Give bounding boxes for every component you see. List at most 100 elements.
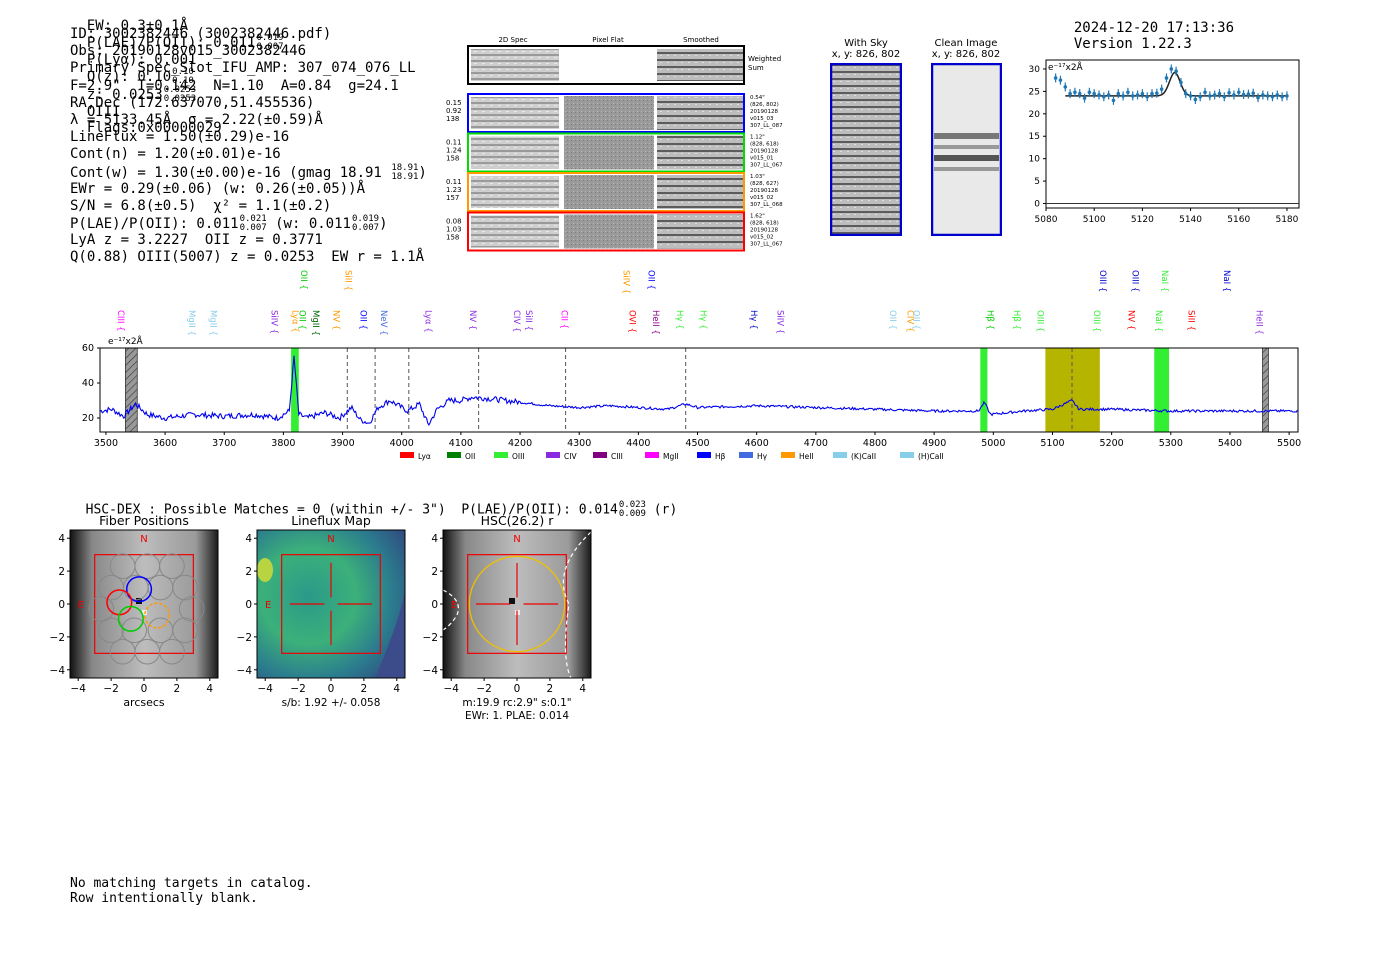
spec-xtick-label: 4900 bbox=[922, 438, 946, 449]
cutout-row-date: 20190128 bbox=[750, 188, 778, 194]
fit-data-point bbox=[1203, 90, 1207, 95]
panel-ytick-label: 2 bbox=[58, 566, 65, 578]
fit-data-point bbox=[1135, 93, 1140, 97]
hsc-text: HSC-DEX : Possible Matches = 0 (within +… bbox=[85, 502, 618, 518]
fit-data-point bbox=[1174, 69, 1178, 74]
header-version: Version 1.22.3 bbox=[1073, 36, 1192, 52]
spec-unit-label: e⁻¹⁷x2Å bbox=[108, 335, 144, 347]
spec-line-id-label: OII { bbox=[298, 270, 308, 290]
fit-data-point bbox=[1073, 90, 1077, 95]
fit-data-point bbox=[1280, 94, 1284, 99]
line-fit-chart: 5080 5100 5120 5140 5160 5180 0 5 10 15 20 25 30 e⁻¹⁷… bbox=[1029, 59, 1300, 225]
fit-data-point bbox=[1193, 97, 1198, 102]
cutout-row-xy: (828, 618) bbox=[750, 142, 779, 148]
hsc-hi: 0.023 bbox=[618, 500, 646, 510]
fit-data-point bbox=[1150, 91, 1154, 96]
spec-line-id-label: OII { bbox=[887, 310, 897, 330]
panel-ytick-label: −4 bbox=[50, 665, 66, 677]
info-contw: Cont(w) = 1.30(±0.00)e-16 (gmag 18.91 bbox=[70, 164, 382, 181]
cutout-row-distance: 1.12" bbox=[750, 135, 765, 141]
cutout-row-xy: (828, 627) bbox=[750, 181, 779, 187]
panel-xtick-label: −2 bbox=[103, 683, 118, 695]
fit-ytick-label: 10 bbox=[1029, 155, 1041, 165]
north-label: N bbox=[327, 534, 334, 545]
info-plae: P(LAE)/P(OII): 0.011 bbox=[70, 216, 239, 233]
info-contw-row: Cont(w) = 1.30(±0.00)e-16 (gmag 18.91 18… bbox=[70, 163, 427, 181]
weighted-sum-label: Weighted Sum bbox=[748, 55, 781, 72]
cutout-row-weight: 0.15 bbox=[446, 99, 462, 107]
footer-line1: No matching targets in catalog. bbox=[70, 876, 313, 891]
fit-data-point bbox=[1285, 94, 1289, 98]
fit-data-point bbox=[1198, 94, 1203, 99]
east-label: E bbox=[265, 600, 271, 611]
spec-xtick-label: 4700 bbox=[804, 438, 828, 449]
spec-line-id-label: OVI { bbox=[627, 310, 637, 333]
fit-data-point bbox=[1256, 95, 1260, 100]
spec-highlight-band bbox=[1154, 348, 1170, 432]
header-plya: P(Lyα): 0.001 bbox=[86, 52, 197, 68]
spec-line-id-label: Hγ { bbox=[698, 310, 708, 330]
weighted-sum-label-a: Weighted bbox=[748, 55, 781, 63]
info-plae-lo: 0.007 bbox=[239, 223, 267, 234]
spec-xtick-label: 4300 bbox=[567, 438, 591, 449]
fit-data-point bbox=[1179, 80, 1183, 85]
fit-data-point bbox=[1212, 93, 1217, 97]
spec-line-id-label: OIII { bbox=[1129, 270, 1139, 292]
spec-highlight-band bbox=[1045, 348, 1100, 432]
spec-masked-region bbox=[1262, 347, 1269, 433]
panel-ytick-label: 0 bbox=[245, 599, 252, 611]
fit-data-point bbox=[1077, 91, 1082, 96]
header-qz: Q(z): 0.10 bbox=[86, 69, 172, 85]
spec-line-id-label: NaI { bbox=[1153, 310, 1163, 332]
header-right: 2024-12-20 17:13:36 Version 1.22.3 bbox=[1057, 4, 1242, 52]
spec-line-id-label: CIII { bbox=[115, 310, 125, 332]
spec-legend-swatch bbox=[833, 452, 847, 458]
cutout-row-2d bbox=[471, 176, 559, 208]
fit-data-point bbox=[1169, 67, 1174, 71]
panel-image bbox=[70, 530, 218, 678]
fit-data-point bbox=[1121, 94, 1125, 98]
panel-ytick-label: 4 bbox=[431, 533, 438, 545]
spec-line-id-label: NaI { bbox=[1221, 270, 1231, 292]
info-plae-w: (w: 0.011 bbox=[275, 216, 351, 233]
panel-ytick-label: 4 bbox=[245, 533, 252, 545]
panel-xtick-label: −2 bbox=[476, 683, 491, 695]
cutout-row-amp: 307_LL_067 bbox=[750, 163, 783, 169]
north-label: N bbox=[140, 534, 147, 545]
spec-line-id-label: HeII { bbox=[1254, 310, 1264, 335]
fit-data-point bbox=[1208, 94, 1212, 98]
spec-line-id-label: MgII { bbox=[310, 310, 320, 336]
fiber-circle bbox=[88, 596, 115, 622]
fit-data-point bbox=[1087, 90, 1092, 95]
header-z: z: 0.0253 bbox=[86, 87, 163, 103]
cutout-row-distance: 1.62" bbox=[750, 214, 765, 220]
fiber-circle bbox=[178, 596, 205, 622]
spec-legend-swatch bbox=[781, 452, 795, 458]
panel-ytick-label: −2 bbox=[423, 632, 438, 644]
fiber-selected-circle bbox=[144, 602, 171, 629]
spec-xtick-label: 4200 bbox=[508, 438, 532, 449]
spec-legend-swatch bbox=[900, 452, 914, 458]
info-radec: RA,Dec (172.637070,51.455536) bbox=[70, 94, 315, 111]
cutout-row-smooth bbox=[657, 175, 743, 209]
panel-xtick-label: 4 bbox=[393, 683, 400, 695]
spec-highlight-band bbox=[980, 348, 988, 432]
panel-ytick-label: 2 bbox=[245, 566, 252, 578]
spec-legend-label: Hβ bbox=[715, 452, 726, 461]
fit-plot-frame bbox=[1045, 59, 1300, 209]
cutout-row-amp: 307_LL_067 bbox=[750, 242, 783, 248]
panel-xtick-label: −2 bbox=[290, 683, 305, 695]
fit-data-point bbox=[1111, 98, 1116, 103]
info-plae-row: P(LAE)/P(OII): 0.011 0.021 0.007 (w: 0.011… bbox=[70, 215, 427, 234]
cutout-col-2d: 2D Spec bbox=[498, 36, 527, 44]
spec-line-id-label: OII { bbox=[357, 310, 367, 330]
spec-line-id-label: SiII { bbox=[1186, 310, 1196, 331]
fit-ytick-label: 0 bbox=[1034, 200, 1040, 210]
panel-xtick-label: 2 bbox=[174, 683, 181, 695]
panel-xtick-label: −4 bbox=[70, 683, 86, 695]
fit-data-point bbox=[1092, 91, 1096, 96]
spec-line-id-label: SiIV { bbox=[269, 310, 279, 334]
cutout-row-flat bbox=[564, 214, 654, 249]
panel-ytick-label: −4 bbox=[237, 665, 253, 677]
spec-xtick-label: 5100 bbox=[1040, 438, 1064, 449]
